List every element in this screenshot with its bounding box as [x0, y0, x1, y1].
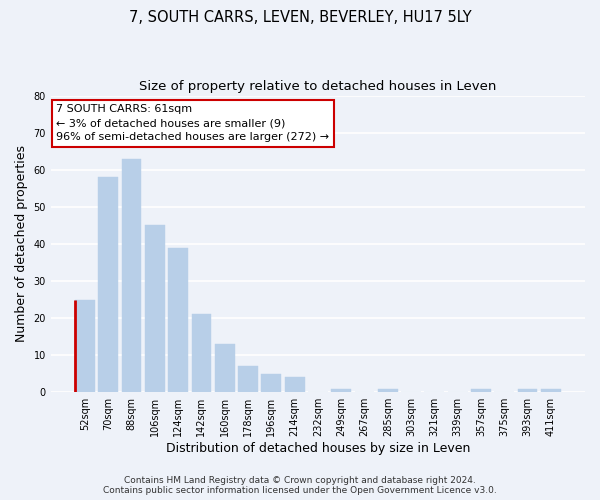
Text: 7, SOUTH CARRS, LEVEN, BEVERLEY, HU17 5LY: 7, SOUTH CARRS, LEVEN, BEVERLEY, HU17 5L…: [128, 10, 472, 25]
X-axis label: Distribution of detached houses by size in Leven: Distribution of detached houses by size …: [166, 442, 470, 455]
Bar: [238, 366, 258, 392]
Bar: [191, 314, 211, 392]
Bar: [122, 158, 142, 392]
Bar: [518, 388, 538, 392]
Bar: [285, 378, 305, 392]
Bar: [98, 177, 118, 392]
Text: Contains HM Land Registry data © Crown copyright and database right 2024.
Contai: Contains HM Land Registry data © Crown c…: [103, 476, 497, 495]
Bar: [215, 344, 235, 392]
Bar: [378, 388, 398, 392]
Title: Size of property relative to detached houses in Leven: Size of property relative to detached ho…: [139, 80, 497, 93]
Bar: [262, 374, 281, 392]
Bar: [145, 226, 165, 392]
Bar: [168, 248, 188, 392]
Bar: [541, 388, 561, 392]
Bar: [471, 388, 491, 392]
Y-axis label: Number of detached properties: Number of detached properties: [15, 146, 28, 342]
Bar: [331, 388, 351, 392]
Text: 7 SOUTH CARRS: 61sqm
← 3% of detached houses are smaller (9)
96% of semi-detache: 7 SOUTH CARRS: 61sqm ← 3% of detached ho…: [56, 104, 329, 142]
Bar: [75, 300, 95, 392]
